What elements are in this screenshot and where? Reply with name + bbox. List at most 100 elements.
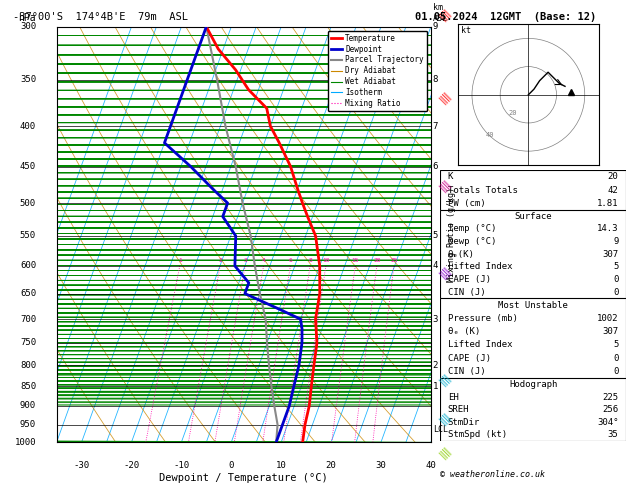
Text: 0: 0: [613, 288, 618, 296]
Text: 20: 20: [326, 461, 337, 470]
Text: 307: 307: [603, 327, 618, 336]
Text: 6: 6: [289, 258, 292, 262]
Text: θₑ(K): θₑ(K): [448, 250, 475, 259]
Text: ‖‖: ‖‖: [437, 410, 453, 426]
Text: 6: 6: [433, 162, 438, 171]
Text: 1: 1: [433, 382, 438, 391]
Text: Most Unstable: Most Unstable: [498, 300, 568, 310]
Text: 650: 650: [20, 289, 36, 298]
Text: Temp (°C): Temp (°C): [448, 225, 496, 233]
Text: 5: 5: [613, 340, 618, 349]
Legend: Temperature, Dewpoint, Parcel Trajectory, Dry Adiabat, Wet Adiabat, Isotherm, Mi: Temperature, Dewpoint, Parcel Trajectory…: [328, 31, 427, 111]
Text: 500: 500: [20, 199, 36, 208]
Text: Mixing Ratio (g/kg): Mixing Ratio (g/kg): [447, 187, 456, 282]
Text: 35: 35: [608, 431, 618, 439]
Text: 1.81: 1.81: [597, 199, 618, 208]
Text: 400: 400: [20, 122, 36, 131]
Text: Pressure (mb): Pressure (mb): [448, 314, 518, 323]
Text: 01.05.2024  12GMT  (Base: 12): 01.05.2024 12GMT (Base: 12): [415, 12, 596, 22]
Text: SREH: SREH: [448, 405, 469, 414]
Text: θₑ (K): θₑ (K): [448, 327, 480, 336]
Text: 0: 0: [228, 461, 234, 470]
Text: Dewpoint / Temperature (°C): Dewpoint / Temperature (°C): [159, 473, 328, 484]
Text: LCL: LCL: [433, 425, 448, 434]
Text: Totals Totals: Totals Totals: [448, 186, 518, 194]
Text: 950: 950: [20, 420, 36, 429]
Text: hPa: hPa: [18, 13, 36, 22]
Text: 750: 750: [20, 338, 36, 347]
Text: CAPE (J): CAPE (J): [448, 275, 491, 284]
Text: 7: 7: [433, 122, 438, 131]
Text: Lifted Index: Lifted Index: [448, 262, 512, 271]
Text: 800: 800: [20, 361, 36, 370]
Text: 2: 2: [218, 258, 222, 262]
Text: 3: 3: [433, 314, 438, 324]
Text: 4: 4: [433, 261, 438, 270]
Text: 0: 0: [613, 275, 618, 284]
Text: 0: 0: [613, 354, 618, 363]
Text: 25: 25: [390, 258, 398, 262]
Text: 1002: 1002: [597, 314, 618, 323]
Text: Hodograph: Hodograph: [509, 380, 557, 389]
Text: 300: 300: [20, 22, 36, 31]
Text: 10: 10: [276, 461, 287, 470]
Text: 350: 350: [20, 75, 36, 85]
Text: ‖‖: ‖‖: [437, 264, 453, 280]
Text: 8: 8: [433, 75, 438, 85]
Text: 4: 4: [262, 258, 265, 262]
Text: ‖‖: ‖‖: [437, 177, 453, 192]
Text: -10: -10: [174, 461, 189, 470]
Text: 20: 20: [509, 109, 517, 116]
Text: 700: 700: [20, 314, 36, 324]
Text: 20: 20: [608, 172, 618, 181]
Text: 900: 900: [20, 401, 36, 410]
Text: ‖‖: ‖‖: [437, 7, 453, 22]
Text: StmDir: StmDir: [448, 418, 480, 427]
Text: 5: 5: [613, 262, 618, 271]
Text: PW (cm): PW (cm): [448, 199, 486, 208]
Text: 5: 5: [433, 231, 438, 241]
Text: 14.3: 14.3: [597, 225, 618, 233]
Text: 256: 256: [603, 405, 618, 414]
Text: StmSpd (kt): StmSpd (kt): [448, 431, 507, 439]
Text: 2: 2: [433, 361, 438, 370]
Text: 225: 225: [603, 393, 618, 401]
Text: 15: 15: [352, 258, 359, 262]
Text: 40: 40: [486, 132, 494, 138]
Text: Lifted Index: Lifted Index: [448, 340, 512, 349]
Text: 20: 20: [373, 258, 381, 262]
Text: 307: 307: [603, 250, 618, 259]
Text: K: K: [448, 172, 453, 181]
Text: 1000: 1000: [14, 438, 36, 447]
Text: ‖‖: ‖‖: [437, 371, 453, 387]
Text: CIN (J): CIN (J): [448, 367, 486, 376]
Text: 40: 40: [425, 461, 437, 470]
Text: 600: 600: [20, 261, 36, 270]
Text: 42: 42: [608, 186, 618, 194]
Text: 9: 9: [613, 237, 618, 246]
Text: 550: 550: [20, 231, 36, 241]
Text: 9: 9: [433, 22, 438, 31]
Text: ‖‖: ‖‖: [437, 444, 453, 460]
Text: EH: EH: [448, 393, 459, 401]
Text: kt: kt: [460, 26, 470, 35]
Text: 10: 10: [322, 258, 330, 262]
Text: -37°00'S  174°4B'E  79m  ASL: -37°00'S 174°4B'E 79m ASL: [13, 12, 187, 22]
Text: 8: 8: [308, 258, 312, 262]
Text: km
ASL: km ASL: [433, 3, 448, 22]
Text: CIN (J): CIN (J): [448, 288, 486, 296]
Text: CAPE (J): CAPE (J): [448, 354, 491, 363]
Text: 450: 450: [20, 162, 36, 171]
Text: 304°: 304°: [597, 418, 618, 427]
Text: 3: 3: [243, 258, 247, 262]
Text: © weatheronline.co.uk: © weatheronline.co.uk: [440, 469, 545, 479]
Text: Dewp (°C): Dewp (°C): [448, 237, 496, 246]
Text: -20: -20: [123, 461, 140, 470]
Text: 30: 30: [376, 461, 386, 470]
Text: 850: 850: [20, 382, 36, 391]
Text: 1: 1: [178, 258, 182, 262]
Text: -30: -30: [74, 461, 89, 470]
Text: 0: 0: [613, 367, 618, 376]
Text: ‖‖: ‖‖: [437, 89, 453, 105]
Text: Surface: Surface: [515, 212, 552, 221]
